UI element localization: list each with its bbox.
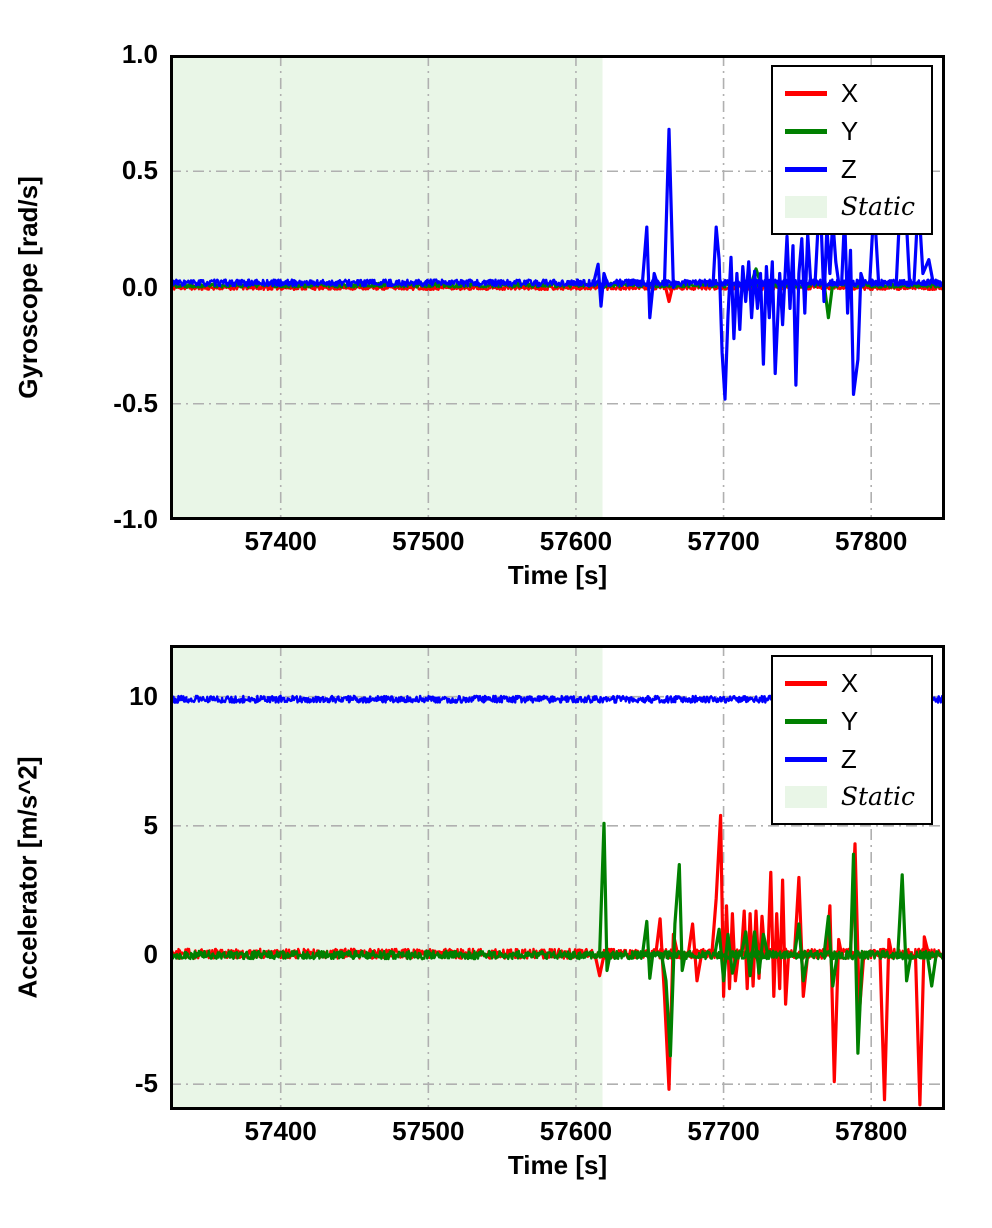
legend-label: Z xyxy=(840,744,857,774)
y-tick-label: -1.0 xyxy=(113,504,158,534)
y-tick-label: -0.5 xyxy=(113,387,158,418)
legend-entry-z: Z xyxy=(784,741,915,777)
y-tick-label: 0 xyxy=(143,939,158,969)
x-tick-label: 57700 xyxy=(687,526,760,556)
plot-border xyxy=(170,645,945,1110)
static-region xyxy=(170,645,603,1110)
series-z-burst xyxy=(840,213,866,396)
y-axis-label: Gyroscope [rad/s] xyxy=(4,55,52,520)
series-y-burst xyxy=(896,873,913,983)
legend-label: Y xyxy=(840,116,859,146)
series-z-burst xyxy=(640,225,659,320)
legend-label: Static xyxy=(840,782,915,811)
x-tick-label: 57600 xyxy=(539,526,613,556)
legend-line-swatch xyxy=(784,756,827,762)
series-z-burst xyxy=(711,225,813,401)
legend-entry-y: Y xyxy=(784,703,915,739)
series-x-burst xyxy=(766,870,791,1006)
series-z-burst xyxy=(592,262,609,308)
plot-border xyxy=(170,55,945,520)
legend-line-swatch xyxy=(784,128,827,134)
series-y-burst xyxy=(660,863,687,1058)
series-y-burst xyxy=(739,930,770,978)
x-tick-label: 57700 xyxy=(687,1116,760,1146)
legend-line-swatch xyxy=(784,166,827,172)
y-tick-label: 5 xyxy=(143,809,158,840)
legend-entry-y: Y xyxy=(784,113,915,149)
series-y-burst xyxy=(925,953,938,988)
legend-entry-x: X xyxy=(784,665,915,701)
series-z-burst xyxy=(662,127,678,290)
series-x-burst xyxy=(913,935,931,1107)
series-y-burst xyxy=(640,919,655,980)
legend-line-swatch xyxy=(784,680,827,686)
legend: X Y Z Static xyxy=(770,655,933,825)
legend-label: Z xyxy=(840,154,857,184)
legend-label: Static xyxy=(840,192,915,221)
legend-line-swatch xyxy=(784,90,827,96)
y-axis-label-text: Gyroscope [rad/s] xyxy=(12,176,43,399)
series-y-baseline xyxy=(170,949,945,961)
series-y-burst xyxy=(598,821,612,973)
x-tick-label: 57500 xyxy=(392,526,465,556)
series-x-burst xyxy=(878,937,894,1102)
series-y-burst xyxy=(822,914,839,988)
x-axis-label: Time [s] xyxy=(507,1150,608,1180)
x-tick-label: 57500 xyxy=(392,1116,465,1146)
legend-label: X xyxy=(840,78,859,108)
y-tick-label: 0.0 xyxy=(121,271,158,302)
series-y-burst xyxy=(713,927,739,983)
x-tick-label: 57400 xyxy=(244,1116,317,1146)
x-tick-label: 57600 xyxy=(539,1116,613,1146)
legend-patch-swatch xyxy=(784,786,827,808)
accelerator-plot-area xyxy=(170,645,945,1110)
series-y-burst xyxy=(848,852,864,1055)
y-tick-label: 1.0 xyxy=(121,39,158,69)
legend-label: Y xyxy=(840,706,859,736)
legend-entry-x: X xyxy=(784,75,915,111)
gyroscope-plot-area xyxy=(170,55,945,520)
y-axis-label-text: Accelerator [m/s^2] xyxy=(12,756,43,999)
legend-entry-z: Z xyxy=(784,151,915,187)
series-y-burst xyxy=(792,922,810,983)
legend: X Y Z Static xyxy=(770,65,933,235)
x-axis-label: Time [s] xyxy=(507,560,608,590)
legend-entry-static: Static xyxy=(784,779,915,815)
x-tick-label: 57800 xyxy=(835,526,908,556)
legend-entry-static: Static xyxy=(784,189,915,225)
y-tick-label: 0.5 xyxy=(121,155,158,186)
series-x-burst xyxy=(686,922,703,983)
y-tick-label: 10 xyxy=(129,680,158,711)
legend-patch-swatch xyxy=(784,196,827,218)
y-axis-label: Accelerator [m/s^2] xyxy=(4,645,52,1110)
legend-line-swatch xyxy=(784,718,827,724)
series-x-burst xyxy=(662,281,675,304)
y-tick-label: -5 xyxy=(134,1068,158,1099)
x-tick-label: 57800 xyxy=(835,1116,908,1146)
x-tick-label: 57400 xyxy=(244,526,317,556)
legend-label: X xyxy=(840,668,859,698)
series-x-burst xyxy=(593,953,606,978)
